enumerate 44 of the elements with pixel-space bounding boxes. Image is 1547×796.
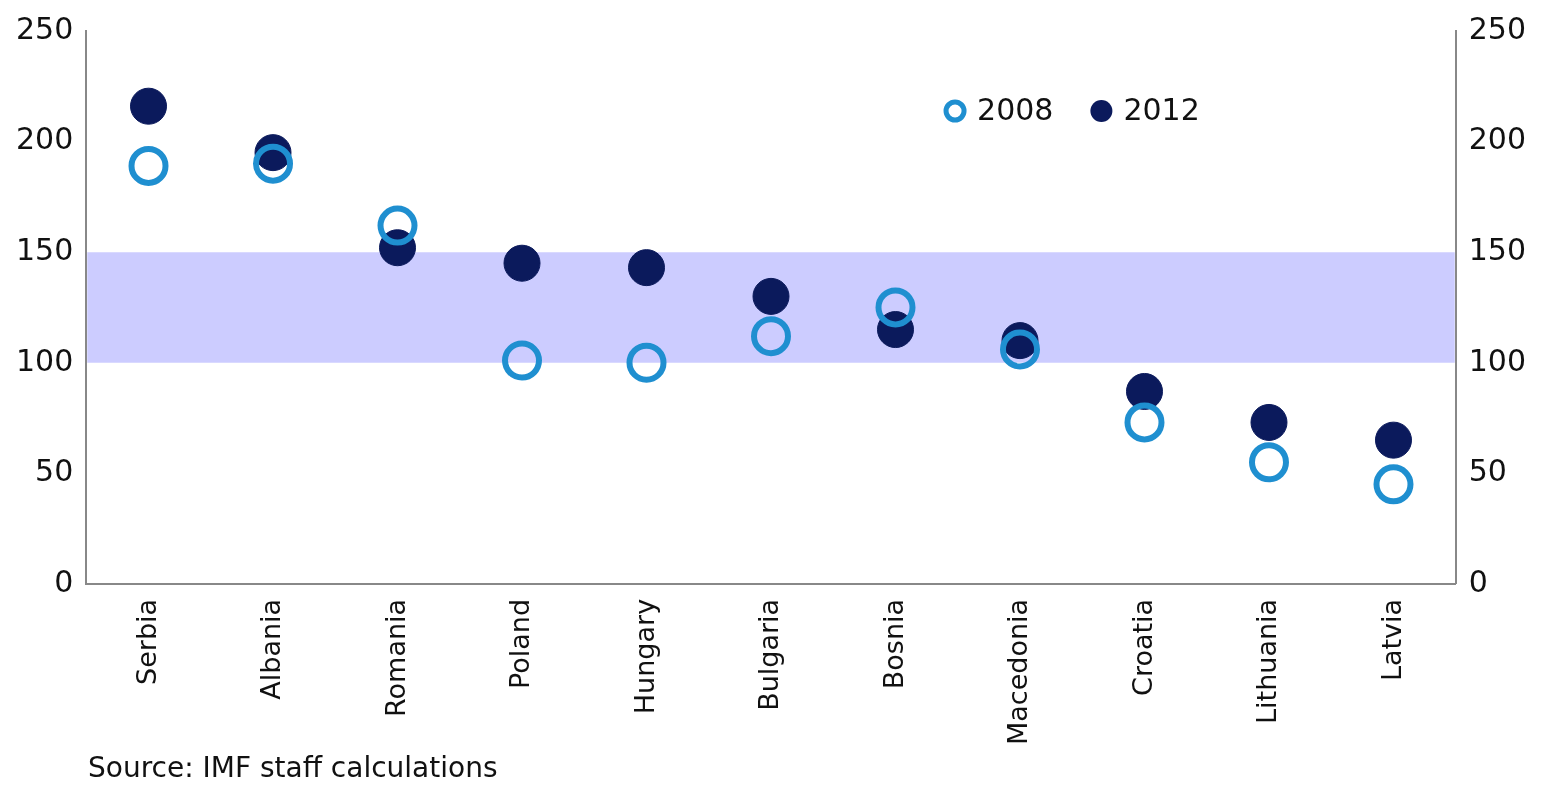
point (1248, 442, 1289, 483)
x-tick-label: Poland (504, 598, 536, 690)
point (1124, 402, 1165, 443)
y-tick-label: 200 (16, 121, 74, 157)
point (130, 87, 168, 125)
x-tick-label: Latvia (1375, 598, 1407, 682)
point (1374, 421, 1412, 459)
point (377, 205, 418, 246)
point (628, 249, 665, 287)
y-tick-label: 100 (16, 342, 74, 378)
legend-label: 2008 (977, 91, 1054, 127)
point (128, 145, 169, 186)
point (1000, 329, 1040, 370)
x-tick-label: Serbia (130, 598, 162, 685)
point (1125, 372, 1163, 410)
y2-tick-label: 50 (1468, 453, 1507, 489)
y2-tick-label: 150 (1468, 231, 1526, 267)
y-tick-label: 0 (54, 563, 74, 599)
point (503, 244, 541, 282)
point (1373, 464, 1414, 505)
point (751, 316, 791, 357)
point (626, 342, 667, 383)
y2-tick-label: 200 (1468, 121, 1526, 157)
x-tick-label: Romania (379, 598, 411, 717)
y2-tick-label: 250 (1468, 10, 1526, 46)
point (1250, 403, 1288, 441)
point (875, 287, 916, 328)
y-tick-label: 50 (35, 453, 74, 489)
x-tick-label: Croatia (1126, 598, 1158, 696)
y2-tick-label: 100 (1468, 342, 1526, 378)
y-tick-label: 250 (16, 10, 74, 46)
x-tick-label: Bosnia (877, 598, 909, 690)
y2-tick-label: 0 (1468, 563, 1488, 599)
source-note: Source: IMF staff calculations (88, 751, 498, 785)
y-tick-label: 150 (16, 231, 74, 267)
x-tick-label: Macedonia (1002, 598, 1034, 746)
point (752, 277, 790, 315)
x-tick-label: Lithuania (1251, 598, 1283, 724)
point (502, 340, 542, 381)
x-tick-label: Hungary (628, 598, 660, 715)
x-tick-label: Albania (255, 598, 287, 700)
legend-label: 2012 (1123, 91, 1200, 127)
x-tick-label: Bulgaria (753, 598, 785, 711)
point (253, 143, 294, 184)
